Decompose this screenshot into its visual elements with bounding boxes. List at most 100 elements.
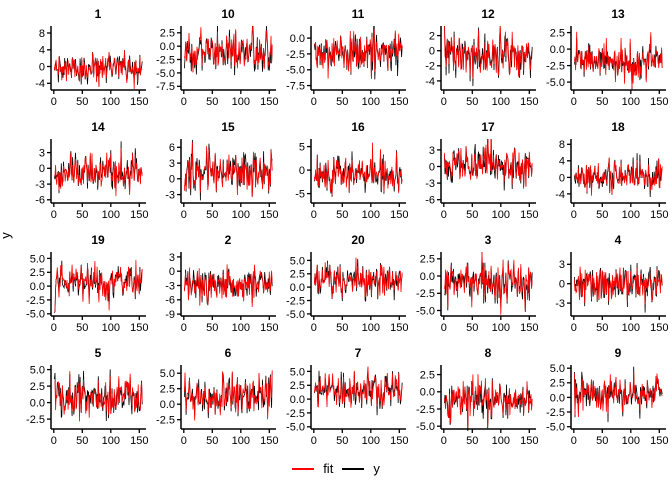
y-tick-label: -3 [425, 178, 435, 190]
y-tick-label: 0 [429, 46, 435, 58]
facet-chart: 5 5.0 2.5 0.0 -2.5 0 50 100 150 [26, 346, 148, 447]
facet-panel: 3 2.5 0.0 -2.5 -5.0 0 50 100 150 [408, 228, 538, 341]
series-fit-line [314, 29, 403, 79]
y-tick-label: -5.0 [156, 68, 175, 80]
facet-panel: 14 3 0 -3 -6 0 50 100 150 [18, 115, 148, 228]
y-tick-label: 2.5 [290, 380, 305, 392]
y-tick-label: -2.5 [416, 288, 435, 300]
facet-title: 15 [221, 120, 235, 134]
x-tick-label: 150 [260, 209, 278, 221]
y-tick-label: -9 [165, 309, 175, 321]
y-tick-label: 2.5 [420, 369, 435, 381]
series-fit-line [444, 139, 533, 189]
x-tick-label: 50 [336, 209, 348, 221]
facet-title: 16 [351, 120, 365, 134]
facet-chart: 4 3 0 -3 0 50 100 150 [555, 233, 668, 334]
facet-panel: 8 2.5 0.0 -2.5 -5.0 0 50 100 150 [408, 341, 538, 454]
y-tick-label: -2.5 [286, 49, 305, 61]
series-fit-line [444, 252, 533, 315]
x-tick-label: 150 [260, 96, 278, 108]
y-tick-label: 3 [559, 259, 565, 271]
facet-chart: 14 3 0 -3 -6 0 50 100 150 [35, 120, 148, 221]
x-tick-label: 0 [181, 209, 187, 221]
y-tick-label: -5.0 [416, 305, 435, 317]
facet-chart: 15 6 3 0 -3 0 50 100 150 [165, 120, 278, 221]
y-tick-label: -2 [425, 61, 435, 73]
x-tick-label: 100 [362, 96, 380, 108]
x-tick-label: 50 [206, 209, 218, 221]
facet-title: 3 [485, 233, 492, 247]
y-tick-label: -6 [165, 295, 175, 307]
y-tick-label: 0.0 [550, 44, 565, 56]
y-tick-label: 3 [169, 252, 175, 264]
x-tick-label: 100 [232, 322, 250, 334]
x-tick-label: 0 [51, 435, 57, 447]
y-tick-label: 0.0 [290, 394, 305, 406]
legend: fit y [0, 461, 672, 476]
series-fit-line [444, 374, 533, 428]
facet-title: 13 [611, 7, 625, 21]
y-tick-label: -2.5 [156, 54, 175, 66]
y-tick-label: 0.0 [420, 271, 435, 283]
y-tick-label: 2.5 [550, 27, 565, 39]
x-tick-label: 50 [336, 435, 348, 447]
x-tick-label: 50 [76, 435, 88, 447]
y-tick-label: 5.0 [290, 255, 305, 267]
y-tick-label: -4 [555, 189, 565, 201]
facet-panel: 2 3 0 -3 -6 -9 0 50 100 150 [148, 228, 278, 341]
y-tick-label: 5.0 [30, 364, 45, 376]
y-tick-label: 0 [39, 163, 45, 175]
x-tick-label: 150 [130, 322, 148, 334]
facet-panel: 1 8 4 0 -4 0 50 100 150 [18, 2, 148, 115]
x-tick-label: 0 [441, 209, 447, 221]
facet-chart: 3 2.5 0.0 -2.5 -5.0 0 50 100 150 [416, 233, 538, 334]
x-tick-label: 150 [390, 96, 408, 108]
facet-title: 17 [481, 120, 495, 134]
x-tick-label: 100 [362, 322, 380, 334]
facet-chart: 10 2.50.0-2.5 -5.0-7.5 0 50 100 150 [156, 7, 278, 108]
series-fit-line [574, 157, 663, 196]
y-tick-label: 2.5 [420, 254, 435, 266]
x-tick-label: 100 [622, 96, 640, 108]
x-tick-label: 150 [390, 435, 408, 447]
x-tick-label: 0 [181, 435, 187, 447]
y-tick-label: -2.5 [156, 415, 175, 427]
facet-title: 1 [95, 7, 102, 21]
series-fit-line [54, 260, 143, 313]
facet-panel: 20 5.0 2.5 0.0 -2.5 -5.0 0 50 100 150 [278, 228, 408, 341]
y-tick-label: 0 [169, 174, 175, 186]
facet-title: 2 [225, 233, 232, 247]
x-tick-label: 0 [571, 322, 577, 334]
facet-panel: 19 5.0 2.5 0.0 -2.5 -5.0 0 50 100 150 [18, 228, 148, 341]
x-tick-label: 50 [466, 96, 478, 108]
facet-title: 7 [355, 346, 362, 360]
facet-panel: 7 5.0 2.5 0.0 -2.5 -5.0 0 50 100 150 [278, 341, 408, 454]
x-tick-label: 50 [596, 435, 608, 447]
y-tick-label: 0 [39, 61, 45, 73]
y-tick-label: 5.0 [550, 363, 565, 375]
series-fit-line [184, 370, 273, 421]
x-tick-label: 0 [571, 435, 577, 447]
x-tick-label: 0 [441, 435, 447, 447]
x-tick-label: 100 [102, 435, 120, 447]
x-tick-label: 150 [520, 322, 538, 334]
y-tick-label: -2.5 [286, 408, 305, 420]
x-tick-label: 50 [596, 322, 608, 334]
series-fit-line [54, 50, 143, 90]
facet-title: 12 [481, 7, 495, 21]
y-tick-label: -2.5 [26, 414, 45, 426]
y-tick-label: 4 [39, 45, 45, 57]
y-tick-label: 0 [559, 172, 565, 184]
x-tick-label: 150 [650, 435, 668, 447]
y-tick-label: -3 [165, 280, 175, 292]
facet-title: 14 [91, 120, 105, 134]
facet-title: 4 [615, 233, 622, 247]
x-tick-label: 100 [362, 209, 380, 221]
x-tick-label: 100 [492, 96, 510, 108]
y-tick-label: -7.5 [286, 80, 305, 92]
y-tick-label: 3 [429, 145, 435, 157]
facet-chart: 12 2 0 -2 -4 0 50 100 150 [425, 7, 538, 108]
y-tick-label: 2.5 [160, 28, 175, 40]
